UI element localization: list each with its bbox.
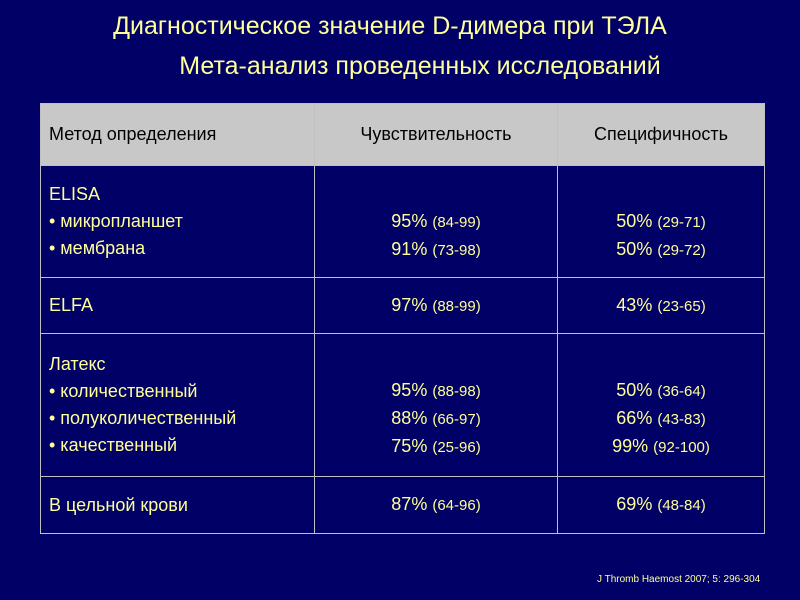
specificity-value: 66% (43-83) (566, 405, 756, 433)
method-line: • качественный (49, 435, 178, 455)
sensitivity-value: 97% (88-99) (323, 292, 549, 320)
percent-value: 75% (391, 436, 428, 456)
header-sensitivity: Чувствительность (314, 103, 558, 166)
percent-value: 99% (612, 436, 649, 456)
slide-title: Диагностическое значение D-димера при ТЭ… (113, 12, 667, 40)
confidence-interval: (25-96) (432, 439, 481, 456)
confidence-interval: (64-96) (432, 497, 481, 514)
sensitivity-cell: 95% (88-98) 88% (66-97) 75% (25-96) (314, 333, 558, 477)
sensitivity-cell: 87% (64-96) (314, 476, 558, 534)
header-specificity: Специфичность (557, 103, 765, 166)
specificity-value (566, 349, 756, 377)
confidence-interval: (73-98) (432, 241, 481, 259)
method-cell: Латекс • количественный • полуколичественн… (40, 333, 315, 477)
confidence-interval: (36-64) (657, 383, 706, 400)
confidence-interval: (66-97) (432, 411, 481, 428)
percent-value: 97% (391, 294, 428, 315)
confidence-interval: (48-84) (657, 497, 706, 514)
percent-value: 69% (616, 494, 653, 514)
sensitivity-value: 95% (88-98) (323, 377, 549, 405)
table-row: В цельной крови 87% (64-96) 69% (48-84) (40, 476, 765, 534)
specificity-value: 50% (29-71) (566, 208, 756, 236)
sensitivity-value (323, 180, 549, 208)
method-line: • микропланшет (49, 211, 183, 231)
table-header-row: Метод определения Чувствительность Специ… (40, 103, 765, 166)
percent-value: 50% (616, 380, 653, 400)
percent-value: 91% (391, 238, 428, 259)
specificity-cell: 69% (48-84) (557, 476, 765, 534)
percent-value: 66% (616, 408, 653, 428)
method-line: Латекс (49, 354, 106, 374)
confidence-interval: (29-71) (657, 213, 706, 231)
table-row: Латекс • количественный • полуколичественн… (40, 333, 765, 477)
specificity-cell: 50% (29-71) 50% (29-72) (557, 165, 765, 278)
method-line: ELFA (49, 295, 94, 315)
percent-value: 50% (616, 238, 653, 259)
table-row: ELISA • микропланшет • мембрана 95% (84-99… (40, 165, 765, 278)
method-line: • мембрана (49, 238, 146, 258)
sensitivity-value: 88% (66-97) (323, 405, 549, 433)
sensitivity-cell: 97% (88-99) (314, 277, 558, 334)
sensitivity-value: 75% (25-96) (323, 433, 549, 461)
citation: J Thromb Haemost 2007; 5: 296-304 (597, 574, 761, 585)
method-cell: В цельной крови (40, 476, 315, 534)
method-cell: ELISA • микропланшет • мембрана (40, 165, 315, 278)
header-method: Метод определения (40, 103, 315, 166)
specificity-cell: 50% (36-64) 66% (43-83) 99% (92-100) (557, 333, 765, 477)
specificity-value: 99% (92-100) (566, 433, 756, 461)
specificity-value: 43% (23-65) (566, 292, 756, 320)
method-line: • полуколичественный (49, 408, 237, 428)
method-line: ELISA (49, 184, 101, 204)
specificity-value: 50% (36-64) (566, 377, 756, 405)
percent-value: 88% (391, 408, 428, 428)
sensitivity-cell: 95% (84-99) 91% (73-98) (314, 165, 558, 278)
specificity-value (566, 180, 756, 208)
results-table: Метод определения Чувствительность Специ… (40, 103, 765, 534)
specificity-value: 50% (29-72) (566, 236, 756, 264)
sensitivity-value (323, 349, 549, 377)
method-cell: ELFA (40, 277, 315, 334)
specificity-value: 69% (48-84) (566, 491, 756, 519)
method-line: • количественный (49, 381, 198, 401)
confidence-interval: (29-72) (657, 241, 706, 259)
confidence-interval: (84-99) (432, 213, 481, 231)
percent-value: 50% (616, 210, 653, 231)
percent-value: 43% (616, 294, 653, 315)
sensitivity-value: 95% (84-99) (323, 208, 549, 236)
sensitivity-value: 91% (73-98) (323, 236, 549, 264)
slide-subtitle: Мета-анализ проведенных исследований (179, 52, 661, 80)
confidence-interval: (88-99) (432, 297, 481, 315)
table-row: ELFA 97% (88-99) 43% (23-65) (40, 277, 765, 334)
specificity-cell: 43% (23-65) (557, 277, 765, 334)
sensitivity-value: 87% (64-96) (323, 491, 549, 519)
confidence-interval: (92-100) (653, 439, 710, 456)
method-line: В цельной крови (49, 494, 188, 515)
confidence-interval: (88-98) (432, 383, 481, 400)
confidence-interval: (23-65) (657, 297, 706, 315)
percent-value: 95% (391, 210, 428, 231)
percent-value: 95% (391, 380, 428, 400)
confidence-interval: (43-83) (657, 411, 706, 428)
percent-value: 87% (391, 494, 428, 514)
